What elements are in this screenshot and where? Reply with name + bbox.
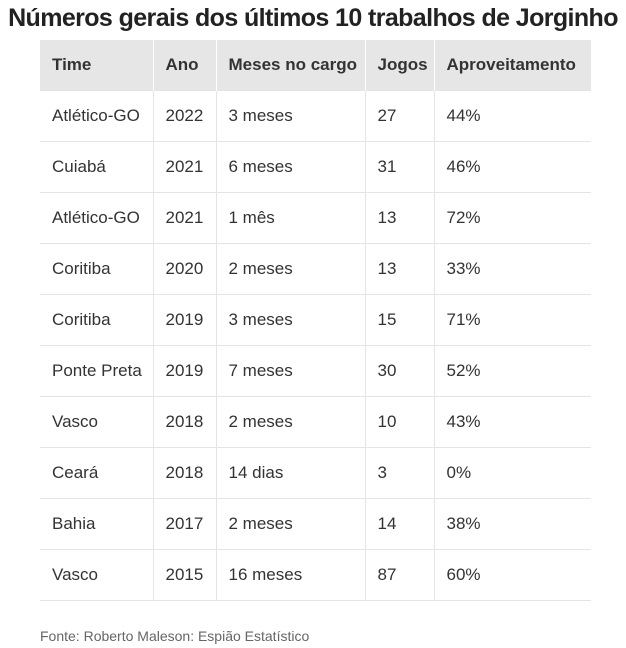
cell-time: Cuiabá [40,141,153,193]
cell-jogos: 14 [364,498,434,550]
cell-time: Bahia [40,498,153,550]
cell-jogos: 10 [364,396,434,448]
cell-ano: 2022 [152,90,216,142]
cell-ano: 2019 [152,294,216,346]
cell-aproveitamento: 60% [433,549,591,601]
cell-aproveitamento: 0% [433,447,591,499]
page-title: Números gerais dos últimos 10 trabalhos … [8,4,618,32]
table-row: Atlético-GO 2022 3 meses 27 44% [40,90,591,142]
cell-meses-no-cargo: 6 meses [215,141,365,193]
cell-jogos: 30 [364,345,434,397]
cell-time: Coritiba [40,243,153,295]
cell-meses-no-cargo: 14 dias [215,447,365,499]
table-row: Vasco 2015 16 meses 87 60% [40,549,591,601]
cell-time: Atlético-GO [40,90,153,142]
cell-aproveitamento: 33% [433,243,591,295]
cell-aproveitamento: 71% [433,294,591,346]
cell-aproveitamento: 43% [433,396,591,448]
table-row: Bahia 2017 2 meses 14 38% [40,498,591,550]
cell-time: Ponte Preta [40,345,153,397]
cell-ano: 2018 [152,396,216,448]
cell-meses-no-cargo: 3 meses [215,90,365,142]
table-header: Time Ano Meses no cargo Jogos Aproveitam… [40,40,591,91]
cell-ano: 2021 [152,192,216,244]
cell-aproveitamento: 44% [433,90,591,142]
cell-ano: 2021 [152,141,216,193]
table-row: Vasco 2018 2 meses 10 43% [40,396,591,448]
column-header-jogos: Jogos [364,40,434,91]
cell-aproveitamento: 46% [433,141,591,193]
cell-aproveitamento: 72% [433,192,591,244]
cell-meses-no-cargo: 2 meses [215,396,365,448]
table-row: Ceará 2018 14 dias 3 0% [40,447,591,499]
cell-aproveitamento: 38% [433,498,591,550]
cell-ano: 2019 [152,345,216,397]
table-row: Ponte Preta 2019 7 meses 30 52% [40,345,591,397]
cell-ano: 2020 [152,243,216,295]
column-header-time: Time [40,40,153,91]
column-header-ano: Ano [152,40,216,91]
cell-meses-no-cargo: 7 meses [215,345,365,397]
cell-meses-no-cargo: 2 meses [215,498,365,550]
cell-jogos: 15 [364,294,434,346]
cell-jogos: 3 [364,447,434,499]
cell-meses-no-cargo: 3 meses [215,294,365,346]
coach-stats-table: Time Ano Meses no cargo Jogos Aproveitam… [40,40,591,601]
cell-meses-no-cargo: 1 mês [215,192,365,244]
table-row: Coritiba 2020 2 meses 13 33% [40,243,591,295]
cell-ano: 2018 [152,447,216,499]
table-row: Atlético-GO 2021 1 mês 13 72% [40,192,591,244]
table-row: Cuiabá 2021 6 meses 31 46% [40,141,591,193]
header-row: Time Ano Meses no cargo Jogos Aproveitam… [40,40,591,91]
cell-time: Vasco [40,396,153,448]
cell-ano: 2017 [152,498,216,550]
table-row: Coritiba 2019 3 meses 15 71% [40,294,591,346]
cell-jogos: 87 [364,549,434,601]
cell-time: Vasco [40,549,153,601]
cell-jogos: 13 [364,243,434,295]
cell-meses-no-cargo: 2 meses [215,243,365,295]
cell-jogos: 13 [364,192,434,244]
table-body: Atlético-GO 2022 3 meses 27 44% Cuiabá 2021 6 m… [40,90,591,601]
source-note: Fonte: Roberto Maleson: Espião Estatísti… [40,628,310,644]
cell-ano: 2015 [152,549,216,601]
cell-aproveitamento: 52% [433,345,591,397]
cell-jogos: 27 [364,90,434,142]
cell-time: Atlético-GO [40,192,153,244]
cell-jogos: 31 [364,141,434,193]
column-header-meses-no-cargo: Meses no cargo [215,40,365,91]
cell-meses-no-cargo: 16 meses [215,549,365,601]
cell-time: Coritiba [40,294,153,346]
column-header-aproveitamento: Aproveitamento [433,40,591,91]
cell-time: Ceará [40,447,153,499]
